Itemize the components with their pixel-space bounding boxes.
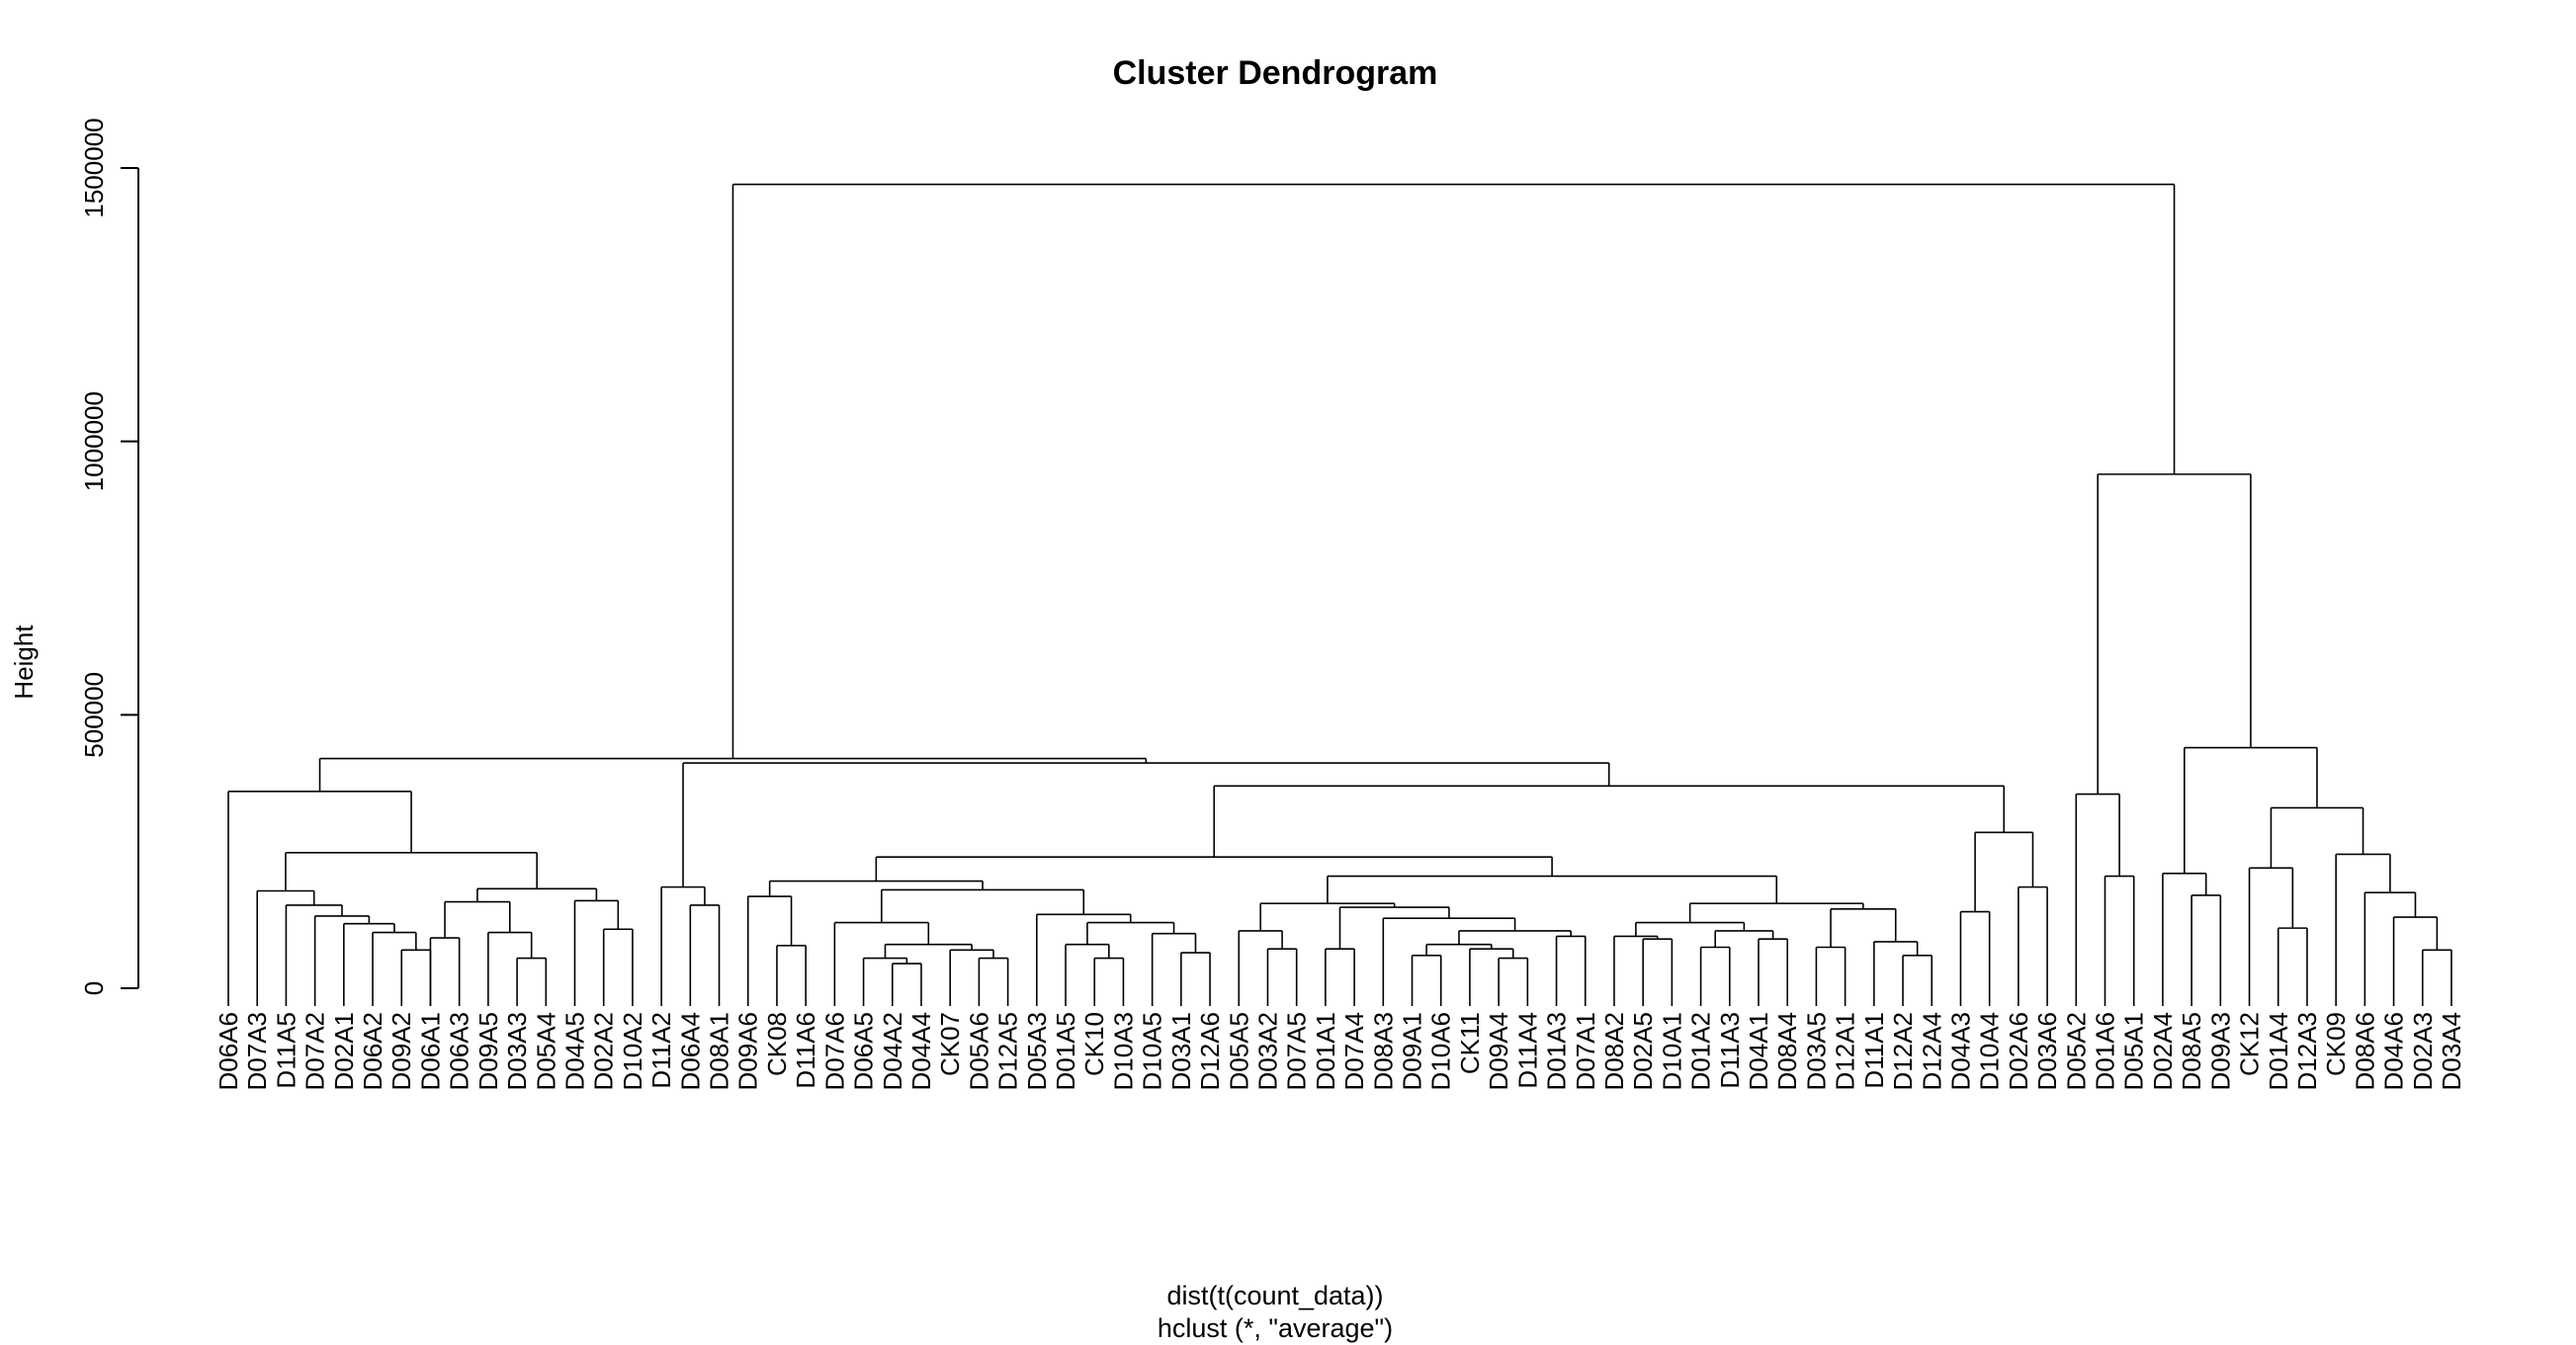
leaf-label: D02A4: [2148, 1012, 2178, 1091]
y-tick-label: 1500000: [79, 118, 109, 217]
leaf-label: D02A3: [2408, 1012, 2438, 1091]
leaf-label: D01A6: [2091, 1012, 2120, 1091]
leaf-label: D09A6: [733, 1012, 763, 1091]
leaf-label: D02A1: [329, 1012, 359, 1091]
leaf-label: D07A1: [1571, 1012, 1600, 1091]
leaf-label: D01A2: [1686, 1012, 1716, 1091]
leaf-label: D12A4: [1917, 1012, 1946, 1091]
leaf-label: CK07: [935, 1012, 965, 1076]
leaf-label: D08A1: [705, 1012, 734, 1091]
leaf-label: D10A6: [1426, 1012, 1456, 1091]
leaf-label: D03A5: [1801, 1012, 1831, 1091]
leaf-label: D02A6: [2004, 1012, 2033, 1091]
leaf-label: D03A1: [1166, 1012, 1196, 1091]
leaf-label: D10A3: [1108, 1012, 1138, 1091]
leaf-label: D10A4: [1975, 1012, 2005, 1091]
y-tick-label: 0: [79, 981, 109, 995]
leaf-label: D02A5: [1628, 1012, 1658, 1091]
leaf-label: D07A4: [1339, 1012, 1369, 1091]
leaf-label: D04A4: [906, 1012, 936, 1091]
dendrogram-branches: [227, 183, 2452, 1006]
leaf-label: D06A6: [214, 1012, 243, 1091]
leaf-label: D11A4: [1512, 1012, 1542, 1089]
leaf-label: D11A3: [1715, 1012, 1745, 1089]
leaf-label: D05A3: [1022, 1012, 1052, 1091]
leaf-label: D03A4: [2437, 1012, 2466, 1091]
chart-title: Cluster Dendrogram: [1113, 54, 1438, 92]
leaf-label: D12A2: [1888, 1012, 1918, 1091]
y-tick-label: 500000: [79, 672, 109, 758]
leaf-label: D06A2: [358, 1012, 387, 1091]
leaf-label: D11A5: [271, 1012, 301, 1089]
leaf-label: D08A5: [2177, 1012, 2206, 1091]
leaf-label: CK08: [762, 1012, 792, 1076]
leaf-label: CK12: [2235, 1012, 2265, 1076]
leaf-label: D07A2: [301, 1012, 330, 1091]
leaf-label: D05A6: [964, 1012, 993, 1091]
y-axis-label: Height: [9, 625, 39, 700]
leaf-label: D09A1: [1398, 1012, 1427, 1091]
leaf-label: D05A2: [2061, 1012, 2091, 1091]
x-axis-label: dist(t(count_data)): [1166, 1281, 1383, 1310]
leaf-label: D09A3: [2205, 1012, 2235, 1091]
leaf-label: D03A6: [2032, 1012, 2062, 1091]
leaf-label: D07A5: [1282, 1012, 1312, 1091]
leaf-label: D01A1: [1311, 1012, 1340, 1091]
y-tick-label: 1000000: [79, 391, 109, 491]
leaf-label: D08A2: [1599, 1012, 1629, 1091]
leaf-label: D11A6: [791, 1012, 820, 1089]
hclust-method-label: hclust (*, "average"): [1158, 1313, 1393, 1343]
leaf-label: D08A3: [1368, 1012, 1398, 1091]
leaf-label: D10A5: [1138, 1012, 1167, 1091]
leaf-label: CK11: [1455, 1012, 1485, 1074]
leaf-label: D09A5: [473, 1012, 503, 1091]
leaf-label: D03A3: [502, 1012, 532, 1091]
leaf-label: CK09: [2321, 1012, 2351, 1076]
leaf-label: D05A1: [2119, 1012, 2149, 1091]
leaf-label: D06A1: [415, 1012, 445, 1091]
leaf-label: D07A6: [819, 1012, 849, 1091]
leaf-label: D08A6: [2350, 1012, 2379, 1091]
leaf-label: D04A6: [2379, 1012, 2409, 1091]
leaf-label: CK10: [1079, 1012, 1109, 1076]
leaf-label: D05A4: [531, 1012, 560, 1091]
leaf-label: D04A1: [1744, 1012, 1773, 1091]
leaf-label: D09A2: [386, 1012, 416, 1091]
leaf-label: D04A2: [878, 1012, 907, 1091]
leaf-label: D10A1: [1657, 1012, 1686, 1091]
leaf-label: D06A4: [675, 1012, 705, 1091]
leaf-label: D10A2: [618, 1012, 647, 1091]
leaf-label: D05A5: [1224, 1012, 1253, 1091]
leaf-label: D03A2: [1252, 1012, 1282, 1091]
leaf-label: D06A3: [445, 1012, 474, 1091]
leaf-label: D06A5: [849, 1012, 879, 1091]
leaf-label: D07A3: [242, 1012, 272, 1091]
leaf-label: D12A1: [1831, 1012, 1860, 1091]
leaf-labels: D06A6 D07A3 D11A5 D07A2 D02A1 D06A2 D09A2 D06A1…: [214, 1012, 2466, 1091]
leaf-label: D09A4: [1484, 1012, 1513, 1091]
leaf-label: D12A6: [1195, 1012, 1225, 1091]
leaf-label: D02A2: [589, 1012, 619, 1091]
leaf-label: D12A3: [2292, 1012, 2322, 1091]
leaf-label: D11A2: [646, 1012, 676, 1089]
leaf-label: D11A1: [1859, 1012, 1889, 1089]
y-axis: 0 500000 1000000 1500000: [79, 118, 139, 995]
leaf-label: D01A4: [2264, 1012, 2293, 1091]
leaf-label: D12A5: [993, 1012, 1023, 1091]
leaf-label: D08A4: [1772, 1012, 1802, 1091]
leaf-label: D04A3: [1945, 1012, 1975, 1091]
leaf-label: D01A3: [1542, 1012, 1572, 1091]
leaf-label: D01A5: [1051, 1012, 1080, 1091]
leaf-label: D04A5: [559, 1012, 589, 1091]
